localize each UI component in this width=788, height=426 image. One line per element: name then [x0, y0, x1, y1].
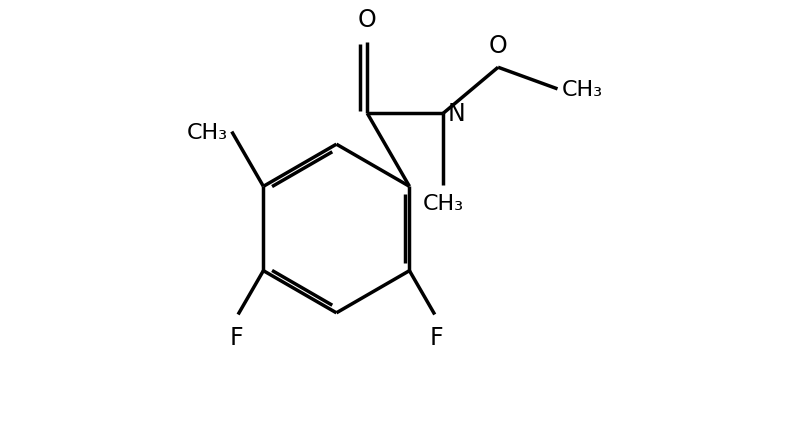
Text: F: F	[430, 325, 444, 349]
Text: CH₃: CH₃	[562, 80, 603, 100]
Text: N: N	[448, 102, 465, 126]
Text: O: O	[489, 34, 507, 58]
Text: CH₃: CH₃	[187, 122, 228, 142]
Text: F: F	[229, 325, 243, 349]
Text: O: O	[358, 9, 377, 32]
Text: CH₃: CH₃	[422, 194, 463, 214]
